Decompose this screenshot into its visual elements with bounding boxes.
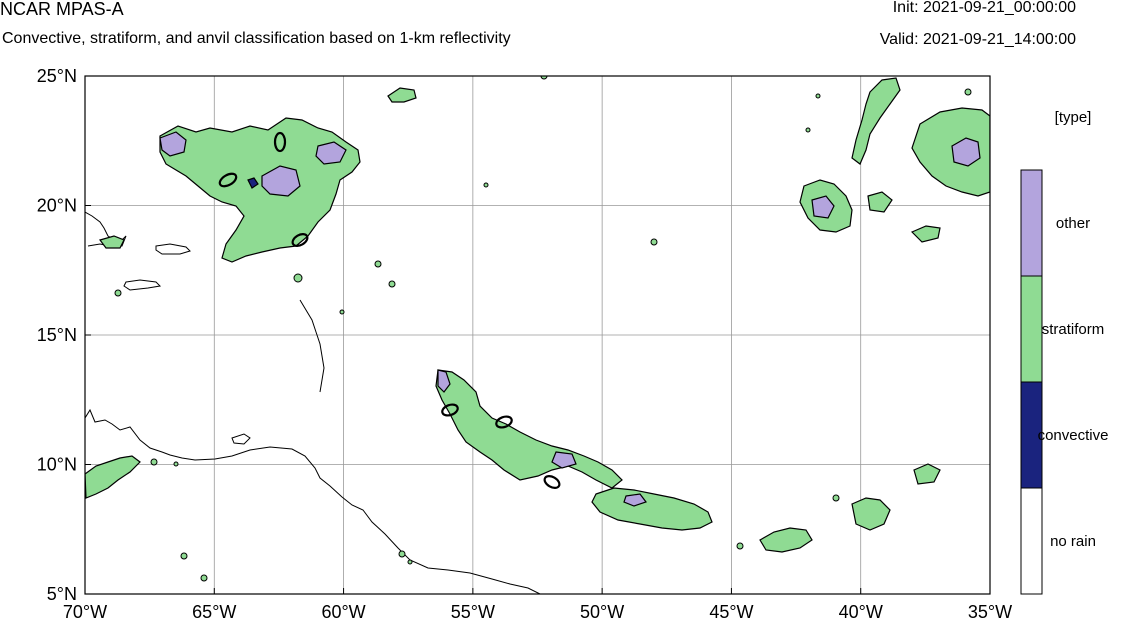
precip-region-se-cluster <box>851 497 891 531</box>
y-tick-label: 15°N <box>37 325 77 345</box>
x-tick-label: 45°W <box>709 602 753 622</box>
precip-region-nw-other-1 <box>159 131 187 157</box>
scattered-cell <box>805 127 811 133</box>
legend-colorbar: other stratiform convective no rain <box>1020 169 1109 595</box>
scattered-cell <box>483 182 489 188</box>
precip-region-nw-other-2 <box>261 165 301 197</box>
legend-title: [type] <box>1055 109 1092 126</box>
precip-region-ne-other <box>951 137 981 167</box>
x-tick-label: 35°W <box>968 602 1012 622</box>
precip-region-itcz-east-other <box>623 493 647 507</box>
contour-ellipse <box>291 233 309 247</box>
scattered-cells <box>114 76 972 582</box>
precip-region-ne-stratiform <box>911 107 990 197</box>
x-tick-label: 65°W <box>192 602 236 622</box>
valid-time: Valid: 2021-09-21_14:00:00 <box>879 31 1076 48</box>
scattered-cell <box>540 76 548 80</box>
x-tick-label: 40°W <box>839 602 883 622</box>
legend-swatch-stratiform <box>1020 275 1043 383</box>
scattered-cell <box>339 309 345 315</box>
coastline-antilles-arc <box>299 299 325 393</box>
precip-region-nw-convective <box>247 177 259 189</box>
scattered-cell <box>407 559 413 565</box>
precip-region-nw-small <box>387 87 417 103</box>
coastline-island-puerto-rico <box>155 243 191 255</box>
precip-region-itcz-other-1 <box>437 369 451 393</box>
precip-region-west-small <box>98 235 125 249</box>
precip-region-ne-arc <box>851 77 901 165</box>
y-axis: 25°N 20°N 15°N 10°N 5°N <box>37 66 91 604</box>
legend-label-convective: convective <box>1038 427 1109 444</box>
scattered-cell <box>173 461 179 467</box>
scattered-cell <box>964 88 972 96</box>
x-tick-label: 55°W <box>451 602 495 622</box>
contour-ellipse <box>441 403 459 417</box>
coastline-island-small-1 <box>123 279 162 291</box>
y-tick-label: 10°N <box>37 455 77 475</box>
precip-region-itcz-far-east <box>759 527 813 553</box>
legend: [type] other stratiform convective no rain <box>1020 109 1109 595</box>
precip-regions <box>85 77 990 553</box>
scattered-cell <box>832 494 840 502</box>
contour-ellipse <box>543 475 561 489</box>
x-tick-label: 60°W <box>321 602 365 622</box>
x-axis: 70°W 65°W 60°W 55°W 50°W 45°W 40°W 35°W <box>63 588 1012 622</box>
scattered-cell <box>815 93 821 99</box>
contour-ellipse <box>273 131 287 153</box>
legend-swatch-other <box>1020 169 1043 277</box>
precip-region-ne-west-other <box>811 195 835 219</box>
contour-ellipses <box>218 131 561 489</box>
precip-region-west-coast <box>85 455 141 499</box>
map-title: NCAR MPAS-A <box>0 0 124 19</box>
precip-region-itcz-other-2 <box>551 451 577 469</box>
contour-ellipse <box>495 415 513 429</box>
scattered-cell <box>736 542 744 550</box>
precip-region-itcz-east <box>591 487 713 531</box>
y-tick-label: 25°N <box>37 66 77 86</box>
x-tick-label: 70°W <box>63 602 107 622</box>
legend-label-no-rain: no rain <box>1050 533 1096 550</box>
legend-label-other: other <box>1056 215 1090 232</box>
scattered-cell <box>398 550 406 558</box>
precip-region-itcz-stratiform <box>435 369 623 489</box>
x-tick-label: 50°W <box>580 602 624 622</box>
precip-region-nw-stratiform <box>159 117 361 263</box>
map-subtitle: Convective, stratiform, and anvil classi… <box>2 30 511 47</box>
precip-region-ne-small-1 <box>867 191 893 213</box>
scattered-cell <box>180 552 188 560</box>
scattered-cell <box>388 280 396 288</box>
scattered-cell <box>200 574 208 582</box>
coastline-south-america <box>85 408 541 594</box>
scattered-cell <box>114 289 122 297</box>
legend-swatch-no-rain <box>1020 487 1043 595</box>
precip-region-ne-small-2 <box>910 225 941 243</box>
scattered-cell <box>374 260 382 268</box>
scattered-cell <box>150 458 158 466</box>
init-time: Init: 2021-09-21_00:00:00 <box>892 0 1076 16</box>
y-tick-label: 20°N <box>37 196 77 216</box>
precip-region-nw-other-3 <box>315 141 347 165</box>
y-tick-label: 5°N <box>47 584 77 604</box>
legend-label-stratiform: stratiform <box>1042 321 1105 338</box>
contour-ellipse <box>218 172 238 188</box>
precip-region-se-small <box>913 463 941 485</box>
scattered-cell <box>293 273 303 283</box>
coastline-island-trinidad <box>231 433 251 445</box>
scattered-cell <box>650 238 658 246</box>
